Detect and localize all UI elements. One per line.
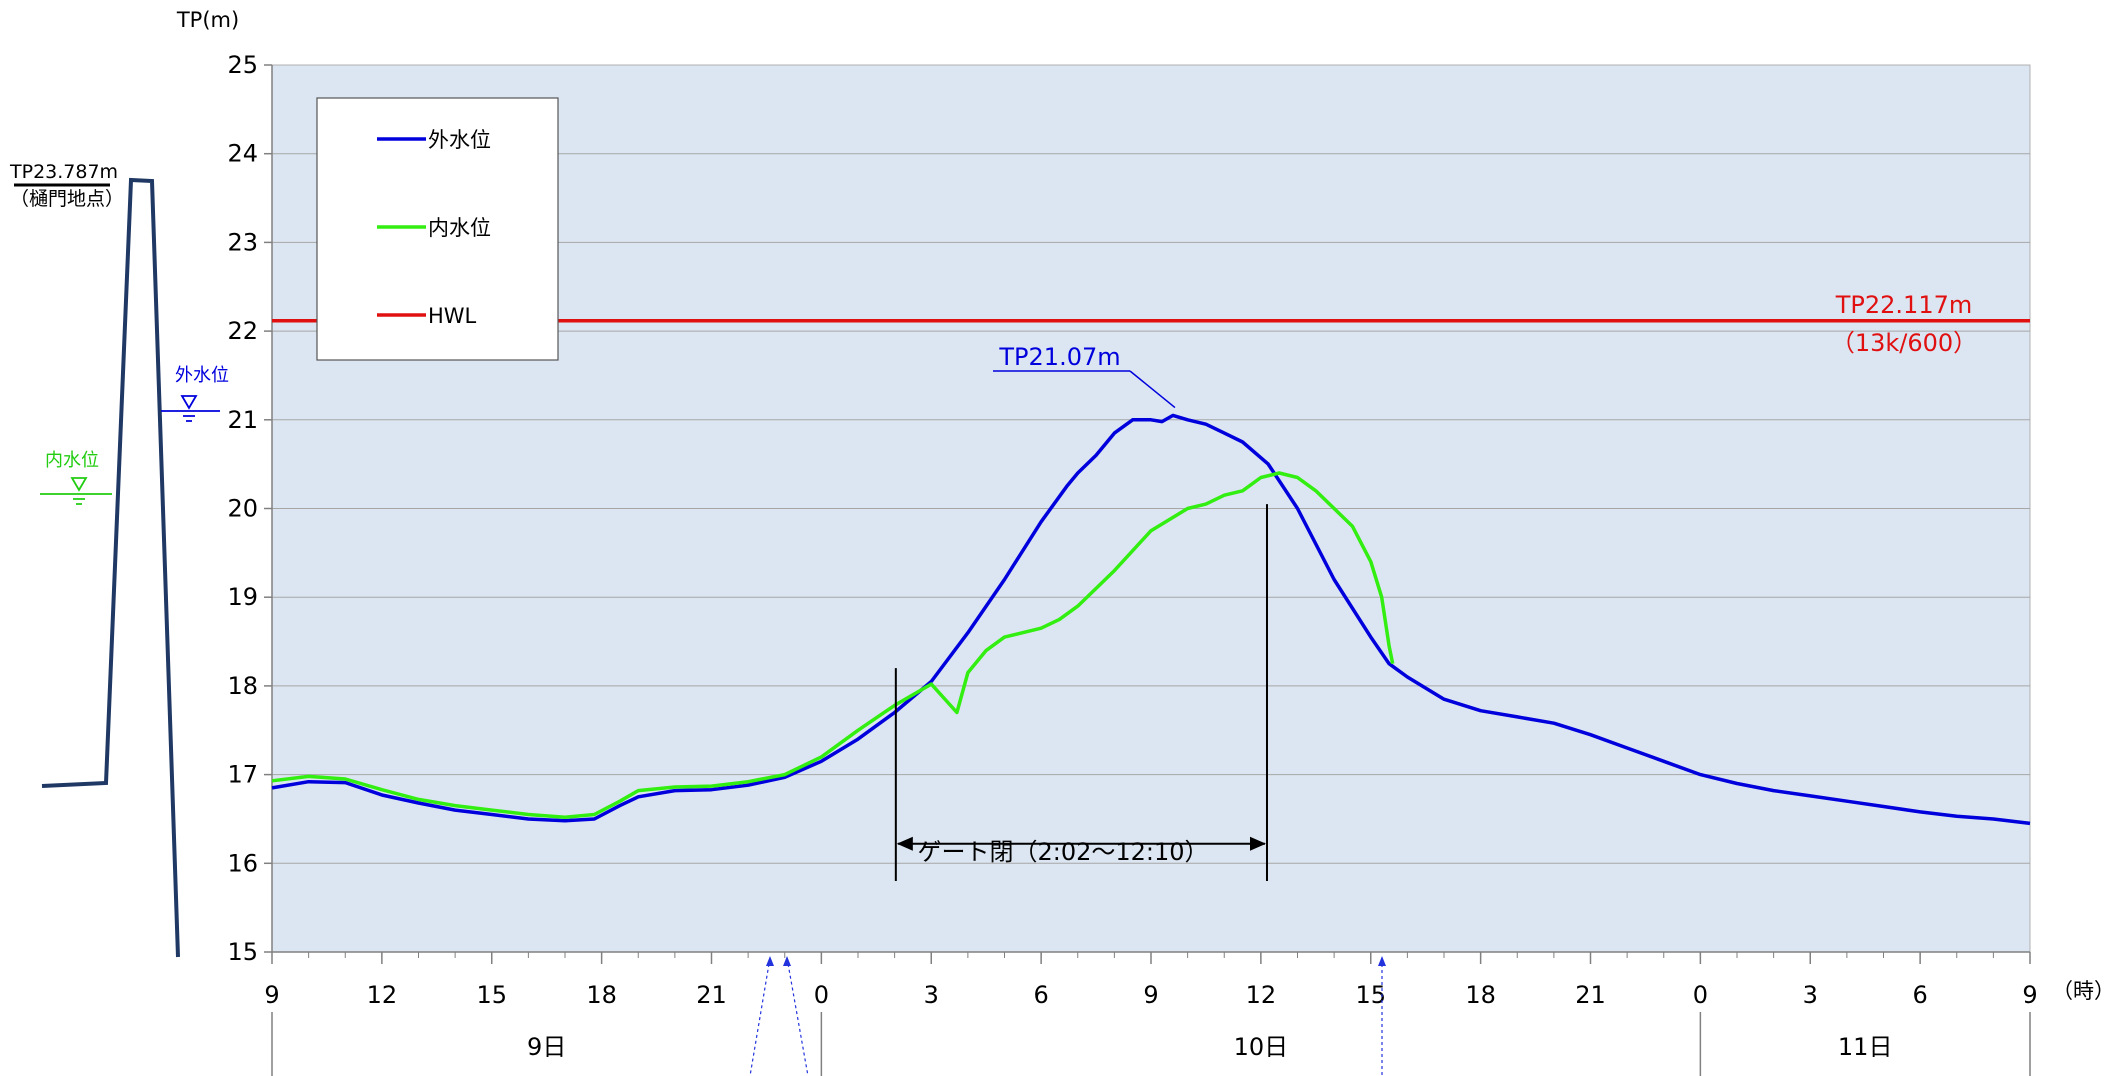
y-tick-label: 18: [227, 672, 258, 700]
y-tick-label: 20: [227, 495, 258, 523]
day-label: 11日: [1838, 1033, 1893, 1061]
gate-closed-label: ゲート閉（2:02～12:10）: [917, 838, 1208, 866]
marker-line: [749, 957, 771, 1076]
y-tick-label: 19: [227, 583, 258, 611]
levee-crest-location: （樋門地点）: [10, 188, 124, 210]
marker-arrowheads: [766, 956, 1386, 966]
y-axis-ticks: 15 16 17 18 19 20 21 22 23 24 25: [227, 51, 272, 966]
legend-label: HWL: [428, 304, 477, 328]
x-axis-unit: （時）: [2052, 979, 2115, 1003]
x-tick-label: 3: [1803, 981, 1818, 1009]
day-label: 9日: [527, 1033, 566, 1061]
hwl-location-label: （13k/600）: [1831, 329, 1977, 357]
y-tick-label: 16: [227, 849, 258, 877]
hwl-value-label: TP22.117m: [1835, 291, 1973, 319]
x-tick-label: 12: [1246, 981, 1277, 1009]
y-axis-title: TP(m): [176, 8, 239, 32]
time-markers: [749, 957, 1383, 1076]
x-tick-label: 18: [1465, 981, 1496, 1009]
gate-arrowhead-right: [1249, 836, 1266, 851]
x-tick-label: 6: [1033, 981, 1048, 1009]
levee-crest-label: TP23.787m: [9, 161, 118, 183]
marker-arrowhead: [1378, 956, 1386, 966]
series-line-外水位: [271, 413, 2031, 826]
x-tick-label: 15: [1355, 981, 1386, 1009]
legend-box: [316, 97, 559, 361]
x-tick-label: 18: [586, 981, 617, 1009]
peak-leader: [1129, 370, 1176, 409]
gate-closed-annotation: ゲート閉（2:02～12:10）: [894, 504, 1268, 882]
y-tick-label: 15: [227, 938, 258, 966]
marker-arrowhead: [766, 956, 774, 966]
x-tick-label: 21: [696, 981, 727, 1009]
day-labels: 9日 10日 11日: [271, 1012, 2031, 1076]
outer-water-symbol: [161, 395, 220, 422]
x-tick-label: 12: [367, 981, 398, 1009]
x-tick-label: 3: [924, 981, 939, 1009]
x-tick-label: 15: [476, 981, 507, 1009]
x-tick-label: 21: [1575, 981, 1606, 1009]
series-lines: [271, 318, 2031, 826]
legend-label: 内水位: [428, 216, 491, 240]
y-tick-label: 22: [227, 317, 258, 345]
y-tick-label: 21: [227, 406, 258, 434]
x-tick-label: 0: [814, 981, 829, 1009]
x-tick-label: 0: [1693, 981, 1708, 1009]
x-tick-label: 9: [1143, 981, 1158, 1009]
marker-arrowhead: [783, 956, 791, 966]
x-tick-label: 9: [2022, 981, 2037, 1009]
day-label: 10日: [1234, 1033, 1289, 1061]
inner-water-label: 内水位: [45, 450, 99, 471]
peak-annotation: TP21.07m: [993, 343, 1176, 409]
y-tick-label: 17: [227, 761, 258, 789]
levee-profile: [41, 177, 180, 958]
y-tick-label: 23: [227, 228, 258, 256]
legend-label: 外水位: [428, 128, 491, 152]
gate-arrowhead-left: [896, 836, 913, 851]
marker-line: [786, 957, 809, 1076]
series-line-内水位: [271, 471, 1395, 819]
outer-water-label: 外水位: [175, 365, 229, 386]
x-tick-label: 6: [1912, 981, 1927, 1009]
y-tick-label: 25: [227, 51, 258, 79]
x-axis-ticks: 9 12 15 18 21 0 3 6 9 12 15 18 21 0 3 6 9: [264, 952, 2038, 1009]
peak-label: TP21.07m: [998, 343, 1120, 371]
y-tick-label: 24: [227, 140, 258, 168]
inner-water-symbol: [40, 477, 112, 505]
x-tick-label: 9: [264, 981, 279, 1009]
levee-cross-section: TP23.787m （樋門地点） 外水位 内水位: [9, 161, 229, 958]
